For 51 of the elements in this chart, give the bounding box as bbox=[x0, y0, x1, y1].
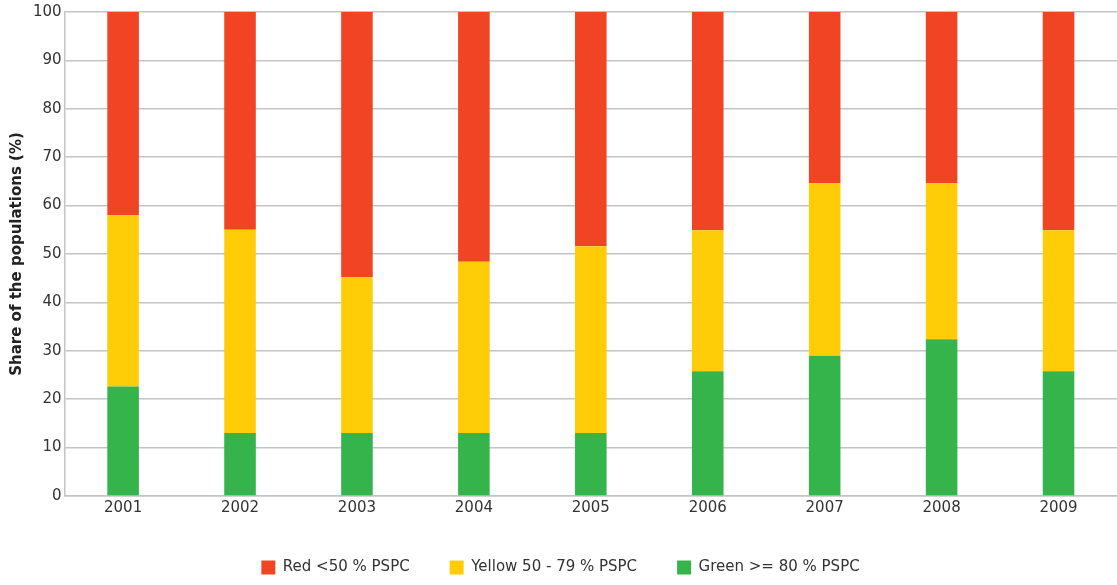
bar bbox=[1042, 230, 1075, 372]
y-tick-label: 40 bbox=[42, 292, 62, 311]
bar bbox=[691, 371, 724, 496]
bar bbox=[925, 12, 958, 184]
bar bbox=[458, 261, 490, 434]
y-tick-label: 30 bbox=[42, 340, 62, 359]
y-tick-label: 50 bbox=[42, 243, 62, 262]
bar bbox=[808, 183, 841, 356]
x-tick-label: 2001 bbox=[104, 497, 143, 516]
x-tick-label: 2002 bbox=[220, 497, 260, 516]
x-tick-label: 2005 bbox=[571, 497, 610, 516]
y-tick-label: 10 bbox=[42, 437, 62, 456]
bar bbox=[925, 183, 958, 340]
bar bbox=[224, 433, 256, 496]
bar bbox=[1042, 12, 1075, 231]
y-tick-label: 60 bbox=[42, 195, 62, 214]
bar bbox=[575, 246, 607, 434]
y-tick-label: 90 bbox=[42, 50, 62, 69]
legend-label: Green >= 80 % PSPC bbox=[698, 557, 860, 576]
x-tick-label: 2004 bbox=[454, 497, 493, 516]
bar bbox=[458, 12, 490, 262]
bar bbox=[341, 433, 373, 496]
legend-label: Yellow 50 - 79 % PSPC bbox=[470, 557, 638, 576]
bar bbox=[808, 355, 841, 496]
y-axis-title: Share of the populations (%) bbox=[6, 132, 25, 376]
bar bbox=[224, 12, 256, 230]
bar bbox=[691, 230, 724, 372]
bar bbox=[691, 12, 724, 231]
x-tick-label: 2008 bbox=[922, 497, 961, 516]
bar bbox=[1042, 371, 1075, 496]
bar bbox=[107, 215, 139, 387]
y-tick-label: 0 bbox=[52, 485, 62, 504]
y-tick-label: 70 bbox=[42, 147, 62, 166]
x-tick-label: 2007 bbox=[805, 497, 844, 516]
bar bbox=[341, 277, 373, 434]
bar bbox=[808, 12, 841, 184]
bar bbox=[575, 12, 607, 247]
x-tick-label: 2009 bbox=[1039, 497, 1078, 516]
x-tick-label: 2003 bbox=[337, 497, 377, 516]
y-tick-label: 20 bbox=[42, 389, 62, 408]
y-tick-label: 100 bbox=[32, 1, 62, 20]
bar bbox=[341, 12, 373, 278]
bar bbox=[224, 229, 256, 434]
bar bbox=[107, 12, 139, 216]
bar bbox=[925, 339, 958, 496]
legend-label: Red <50 % PSPC bbox=[282, 557, 410, 576]
bar bbox=[458, 433, 490, 496]
bar bbox=[107, 386, 139, 496]
x-tick-label: 2006 bbox=[688, 497, 727, 516]
y-tick-label: 80 bbox=[42, 98, 62, 117]
bar bbox=[575, 433, 607, 496]
